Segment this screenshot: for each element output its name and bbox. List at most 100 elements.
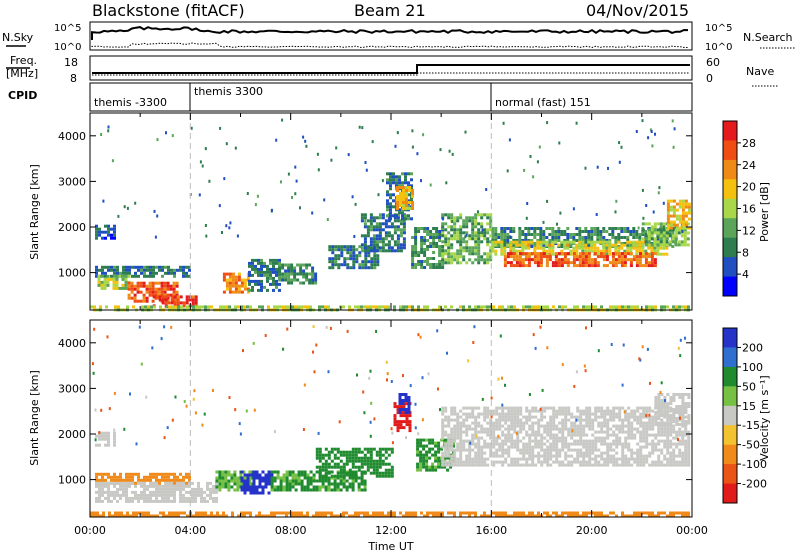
velocity-cell (582, 410, 585, 413)
velocity-cell (477, 461, 480, 464)
power-cell (107, 278, 110, 281)
power-cell (254, 280, 257, 283)
power-cell (608, 241, 611, 244)
power-cell (654, 264, 657, 267)
velocity-cell (209, 488, 212, 491)
power-cell (152, 272, 155, 275)
power-cell (527, 241, 530, 244)
power-cell (228, 226, 230, 229)
power-cell (665, 253, 668, 256)
power-cell (275, 259, 278, 262)
velocity-cell (627, 464, 630, 467)
velocity-cell (352, 451, 355, 454)
power-cell (155, 288, 158, 291)
power-cell (414, 254, 417, 257)
velocity-cell (477, 443, 480, 446)
power-cell (146, 300, 149, 303)
velocity-cell (218, 483, 221, 486)
power-cell (275, 286, 278, 289)
power-cell (555, 264, 558, 267)
power-cell (459, 261, 462, 264)
velocity-cell (522, 443, 525, 446)
velocity-cell (672, 461, 675, 464)
velocity-cell (537, 446, 540, 449)
velocity-cell (385, 463, 388, 466)
power-cell (229, 221, 231, 224)
power-cell (278, 283, 281, 286)
velocity-cell (651, 452, 654, 455)
velocity-cell (289, 486, 292, 489)
power-cell (531, 305, 534, 308)
power-cell (546, 258, 549, 261)
power-cell (552, 264, 555, 267)
power-cell (373, 260, 376, 263)
power-cell (174, 301, 177, 304)
velocity-cell (137, 500, 140, 503)
power-cell (536, 233, 539, 236)
power-cell (396, 186, 399, 189)
velocity-cell (468, 452, 471, 455)
velocity-cell (243, 512, 246, 515)
velocity-cell (549, 452, 552, 455)
power-cell (645, 264, 648, 267)
velocity-cell (474, 419, 477, 422)
power-cell (402, 186, 405, 189)
power-cell (104, 287, 107, 290)
velocity-cell (537, 461, 540, 464)
power-cell (146, 291, 149, 294)
velocity-cell (352, 475, 355, 478)
velocity-cell (352, 454, 355, 457)
velocity-cell (624, 419, 627, 422)
velocity-cell (322, 457, 325, 460)
power-cell (656, 247, 659, 250)
power-cell (519, 261, 522, 264)
velocity-cell (117, 512, 120, 515)
velocity-cell (113, 444, 116, 447)
velocity-cell (322, 454, 325, 457)
velocity-data (90, 325, 690, 517)
velocity-cell (340, 472, 343, 475)
power-cell (584, 239, 587, 242)
power-cell (397, 131, 399, 134)
velocity-cell (340, 475, 343, 478)
power-cell (486, 237, 489, 240)
velocity-cell (453, 437, 456, 440)
velocity-cell (606, 410, 609, 413)
velocity-cell (528, 452, 531, 455)
power-cell (635, 244, 638, 247)
velocity-cell (256, 489, 259, 492)
velocity-cell (597, 407, 600, 410)
velocity-cell (591, 458, 594, 461)
power-cell (660, 237, 663, 240)
power-cell (623, 236, 626, 239)
power-cell (435, 233, 438, 236)
velocity-cell (456, 428, 459, 431)
velocity-cell (594, 410, 597, 413)
power-cell (657, 243, 660, 246)
power-cell (299, 273, 302, 276)
velocity-cell (561, 428, 564, 431)
power-colorbar-swatch (723, 179, 737, 199)
velocity-cell (474, 428, 477, 431)
power-cell (423, 230, 426, 233)
velocity-cell (388, 454, 391, 457)
velocity-cell (552, 425, 555, 428)
velocity-cell (510, 410, 513, 413)
velocity-cell (507, 428, 510, 431)
power-cell (670, 227, 673, 230)
velocity-cell (209, 482, 212, 485)
velocity-cell (516, 413, 519, 416)
velocity-cell (203, 491, 206, 494)
power-colorbar-swatch (723, 160, 737, 180)
velocity-cell (627, 437, 630, 440)
velocity-cell (648, 419, 651, 422)
velocity-cell (501, 416, 504, 419)
velocity-cell (218, 477, 221, 480)
velocity-cell (519, 458, 522, 461)
velocity-cell (405, 399, 408, 402)
velocity-cell (358, 486, 361, 489)
power-cell (602, 247, 605, 250)
power-cell (348, 305, 351, 308)
power-ytick-label: 1000 (58, 267, 86, 280)
power-cell (382, 216, 385, 219)
